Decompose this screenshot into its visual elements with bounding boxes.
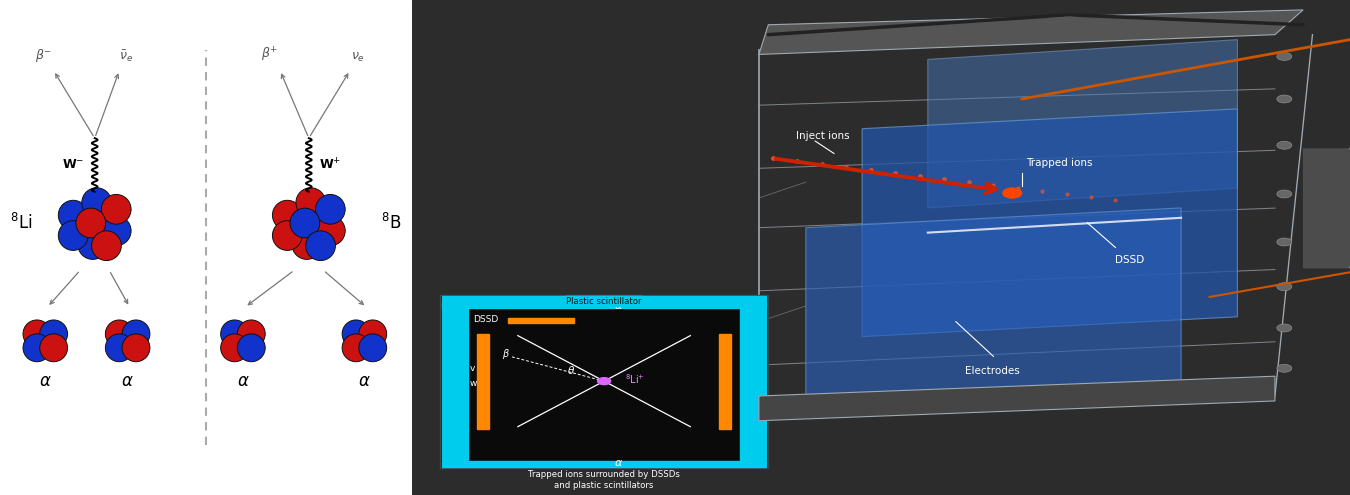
- Circle shape: [58, 221, 88, 250]
- Circle shape: [122, 334, 150, 362]
- Circle shape: [342, 320, 370, 348]
- Text: $\alpha$: $\alpha$: [236, 372, 250, 391]
- Circle shape: [238, 320, 265, 348]
- Circle shape: [238, 334, 265, 362]
- Polygon shape: [863, 109, 1238, 337]
- Circle shape: [220, 334, 248, 362]
- Circle shape: [316, 216, 346, 246]
- Text: DSSD: DSSD: [1115, 255, 1145, 265]
- Circle shape: [78, 230, 108, 259]
- Text: $\nu_{e}$: $\nu_{e}$: [351, 51, 366, 64]
- Text: $\alpha$: $\alpha$: [122, 372, 134, 391]
- Text: $\beta$: $\beta$: [502, 347, 509, 361]
- Text: DSSD: DSSD: [472, 315, 498, 324]
- Text: Trapped ions: Trapped ions: [1026, 158, 1092, 168]
- Bar: [740, 302, 767, 460]
- Circle shape: [296, 188, 325, 217]
- Circle shape: [359, 320, 386, 348]
- Circle shape: [23, 334, 51, 362]
- Circle shape: [292, 230, 321, 259]
- Circle shape: [1277, 190, 1292, 198]
- Text: $\theta$: $\theta$: [567, 364, 575, 376]
- Text: $\bar{\nu}_{e}$: $\bar{\nu}_{e}$: [119, 49, 132, 64]
- Text: w: w: [470, 379, 478, 388]
- Bar: [509, 318, 574, 323]
- Circle shape: [76, 208, 105, 238]
- Circle shape: [1277, 238, 1292, 246]
- Polygon shape: [927, 40, 1238, 208]
- Bar: [440, 295, 768, 468]
- Circle shape: [105, 334, 134, 362]
- Circle shape: [92, 231, 122, 260]
- Text: Plastic scintillator: Plastic scintillator: [567, 297, 641, 306]
- Text: W$^{+}$: W$^{+}$: [319, 157, 342, 173]
- Text: Electrodes: Electrodes: [965, 366, 1021, 376]
- Text: Inject ions: Inject ions: [796, 131, 850, 141]
- Circle shape: [39, 334, 68, 362]
- Bar: [720, 334, 730, 429]
- Bar: [441, 461, 767, 467]
- Circle shape: [359, 334, 386, 362]
- Text: v: v: [470, 364, 475, 373]
- Circle shape: [1277, 283, 1292, 291]
- Circle shape: [1277, 364, 1292, 372]
- Bar: [441, 296, 767, 308]
- Circle shape: [1277, 324, 1292, 332]
- Circle shape: [305, 231, 335, 260]
- Circle shape: [122, 320, 150, 348]
- Circle shape: [82, 188, 112, 217]
- Text: W$^{-}$: W$^{-}$: [62, 158, 85, 171]
- Circle shape: [1277, 95, 1292, 103]
- Circle shape: [273, 221, 302, 250]
- Circle shape: [290, 208, 320, 238]
- Circle shape: [1003, 188, 1022, 198]
- Text: $\alpha$: $\alpha$: [358, 372, 371, 391]
- Circle shape: [58, 200, 88, 230]
- Text: $^{8}$Li: $^{8}$Li: [11, 213, 32, 233]
- Circle shape: [1277, 52, 1292, 60]
- Circle shape: [316, 195, 346, 224]
- Text: $\beta^{-}$: $\beta^{-}$: [35, 47, 51, 64]
- Text: $\alpha$: $\alpha$: [39, 372, 51, 391]
- Circle shape: [1277, 141, 1292, 149]
- Circle shape: [101, 195, 131, 224]
- Text: Trapped ions surrounded by DSSDs
and plastic scintillators: Trapped ions surrounded by DSSDs and pla…: [528, 470, 680, 490]
- Text: $\alpha$: $\alpha$: [614, 301, 622, 311]
- Polygon shape: [759, 10, 1303, 54]
- Circle shape: [105, 320, 134, 348]
- Text: $\beta^{+}$: $\beta^{+}$: [261, 46, 278, 64]
- Bar: [478, 334, 489, 429]
- Circle shape: [23, 320, 51, 348]
- Circle shape: [101, 216, 131, 246]
- Circle shape: [598, 378, 610, 385]
- Circle shape: [39, 320, 68, 348]
- Text: $\alpha$: $\alpha$: [614, 458, 622, 468]
- Text: $^{8}$Li$^{+}$: $^{8}$Li$^{+}$: [625, 372, 644, 386]
- Circle shape: [220, 320, 248, 348]
- Circle shape: [342, 334, 370, 362]
- Polygon shape: [759, 376, 1274, 421]
- Text: $^{8}$B: $^{8}$B: [381, 213, 401, 233]
- Polygon shape: [806, 208, 1181, 406]
- Bar: [441, 302, 468, 460]
- Circle shape: [273, 200, 302, 230]
